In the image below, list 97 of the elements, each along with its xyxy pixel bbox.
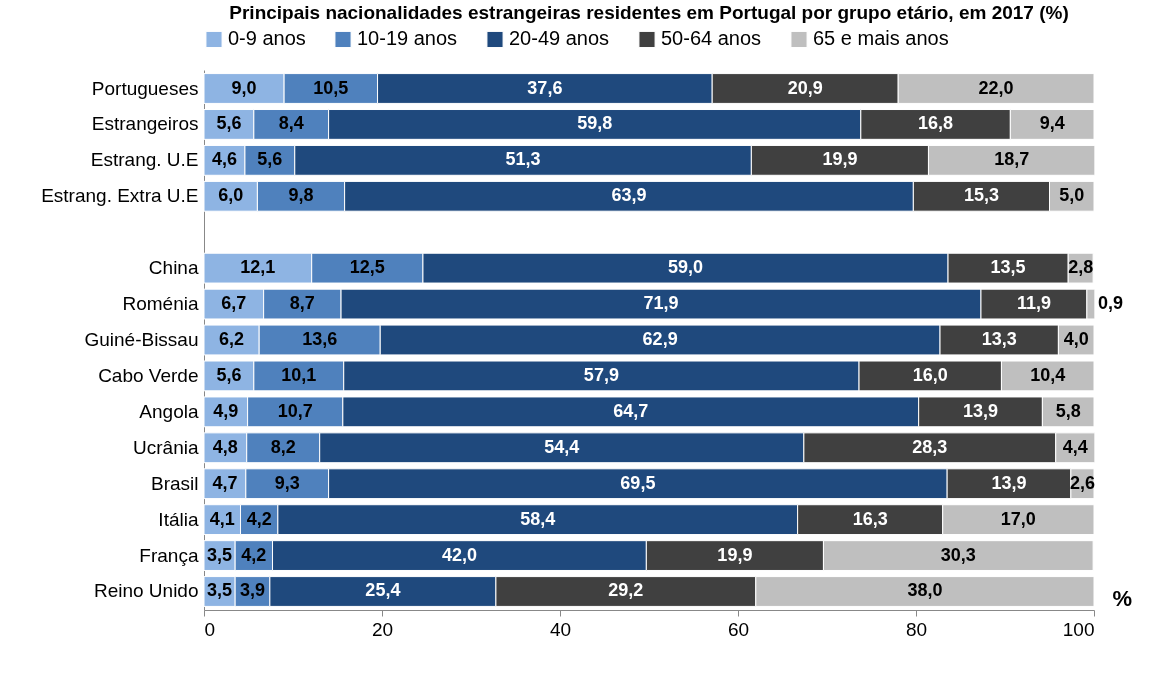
data-label: 8,4: [278, 113, 304, 134]
data-label: 38,0: [907, 580, 943, 601]
data-label: 37,6: [527, 77, 563, 98]
y-tick-label: Portugueses: [91, 77, 199, 99]
data-label: 13,3: [981, 329, 1017, 349]
data-label: 69,5: [620, 472, 656, 493]
legend-label: 20-49 anos: [509, 27, 610, 50]
data-label: 16,8: [918, 113, 954, 134]
data-label: 4,2: [241, 544, 267, 565]
data-label: 4,1: [209, 508, 235, 529]
legend-label: 10-19 anos: [357, 27, 458, 50]
data-label: 62,9: [642, 329, 678, 349]
data-label: 29,2: [608, 580, 644, 601]
data-label: 4,2: [246, 508, 272, 529]
data-label: 13,9: [991, 472, 1027, 493]
data-label: 0,9: [1097, 293, 1123, 314]
data-label: 71,9: [643, 293, 679, 314]
legend-label: 65 e mais anos: [813, 27, 949, 50]
data-label: 19,9: [717, 544, 753, 565]
data-label: 64,7: [613, 400, 649, 421]
data-label: 54,4: [544, 436, 580, 457]
data-label: 13,9: [963, 400, 999, 421]
data-label: 5,8: [1055, 400, 1081, 421]
data-label: 10,1: [281, 364, 317, 385]
data-label: 19,9: [822, 149, 858, 170]
data-label: 4,8: [212, 436, 238, 457]
data-label: 20,9: [787, 77, 823, 98]
x-tick-label: 20: [371, 618, 394, 640]
data-label: 42,0: [441, 544, 477, 565]
data-label: 5,6: [257, 149, 283, 170]
data-label: 10,5: [313, 77, 349, 98]
y-tick-label: Roménia: [122, 293, 199, 315]
y-tick-label: Estrang. U.E: [90, 149, 199, 171]
y-tick-label: Brasil: [150, 472, 199, 494]
y-tick-label: China: [148, 257, 199, 279]
data-label: 6,0: [218, 185, 244, 206]
legend-label: 0-9 anos: [228, 27, 306, 50]
data-label: 22,0: [978, 77, 1014, 98]
data-label: 59,8: [577, 113, 613, 134]
data-label: 13,5: [990, 257, 1026, 278]
data-label: 5,6: [216, 113, 242, 134]
y-tick-label: Itália: [158, 508, 199, 530]
data-label: 12,5: [349, 257, 385, 278]
y-tick-label: Estrang. Extra U.E: [41, 185, 199, 207]
x-tick-label: 100: [1062, 618, 1095, 640]
data-label: 9,8: [288, 185, 314, 206]
data-label: 13,6: [302, 329, 338, 349]
data-label: 5,0: [1059, 185, 1085, 206]
y-tick-label: França: [139, 544, 199, 566]
data-label: 16,3: [852, 508, 888, 529]
data-label: 6,2: [219, 329, 245, 349]
data-label: 59,0: [667, 257, 704, 278]
data-label: 2,6: [1069, 472, 1095, 493]
data-label: 30,3: [940, 544, 976, 565]
data-label: 18,7: [994, 149, 1030, 170]
data-label: 51,3: [505, 149, 541, 170]
y-tick-label: Estrangeiros: [91, 113, 199, 135]
data-label: 6,7: [221, 293, 247, 314]
data-label: 8,7: [289, 293, 315, 314]
data-label: 28,3: [912, 436, 948, 457]
data-label: 25,4: [365, 580, 401, 601]
x-tick-label: 80: [905, 618, 928, 640]
y-tick-label: Reino Unido: [93, 580, 199, 602]
legend-label: 50-64 anos: [661, 27, 762, 50]
data-label: 10,7: [277, 400, 313, 421]
data-label: 15,3: [963, 185, 999, 206]
data-label: 16,0: [912, 364, 948, 385]
data-label: 8,2: [270, 436, 296, 457]
y-tick-label: Angola: [139, 400, 199, 422]
data-label: 12,1: [240, 257, 276, 278]
data-label: 2,8: [1068, 257, 1094, 278]
data-label: 57,9: [583, 364, 619, 385]
data-label: 4,9: [213, 400, 239, 421]
data-label: 4,0: [1063, 329, 1089, 349]
data-label: 5,6: [216, 364, 242, 385]
data-label: 3,5: [207, 580, 233, 601]
data-label: 3,9: [239, 580, 266, 601]
data-label: 9,0: [231, 77, 257, 98]
data-label: 4,6: [211, 149, 237, 170]
chart-title: Principais nacionalidades estrangeiras residentes em Portugal por grupo etário, em 2017 (%): [229, 2, 1069, 23]
data-label: 9,3: [274, 472, 300, 493]
data-label: 10,4: [1030, 364, 1066, 385]
x-tick-label: 0: [204, 618, 216, 640]
data-label: 17,0: [1000, 508, 1036, 529]
data-label: 58,4: [520, 508, 556, 529]
y-tick-label: Ucrânia: [133, 436, 199, 458]
data-label: 9,4: [1039, 113, 1065, 134]
data-label: 63,9: [611, 185, 647, 206]
y-tick-label: Guiné-Bissau: [84, 329, 199, 350]
data-label: 4,7: [212, 472, 238, 493]
data-label: 3,5: [207, 544, 233, 565]
y-tick-label: Cabo Verde: [98, 364, 199, 386]
x-tick-label: 40: [549, 618, 572, 640]
data-label: 11,9: [1016, 293, 1051, 314]
data-label: 4,4: [1062, 436, 1088, 457]
x-tick-label: 60: [727, 618, 750, 640]
x-axis-title: %: [1112, 585, 1133, 611]
